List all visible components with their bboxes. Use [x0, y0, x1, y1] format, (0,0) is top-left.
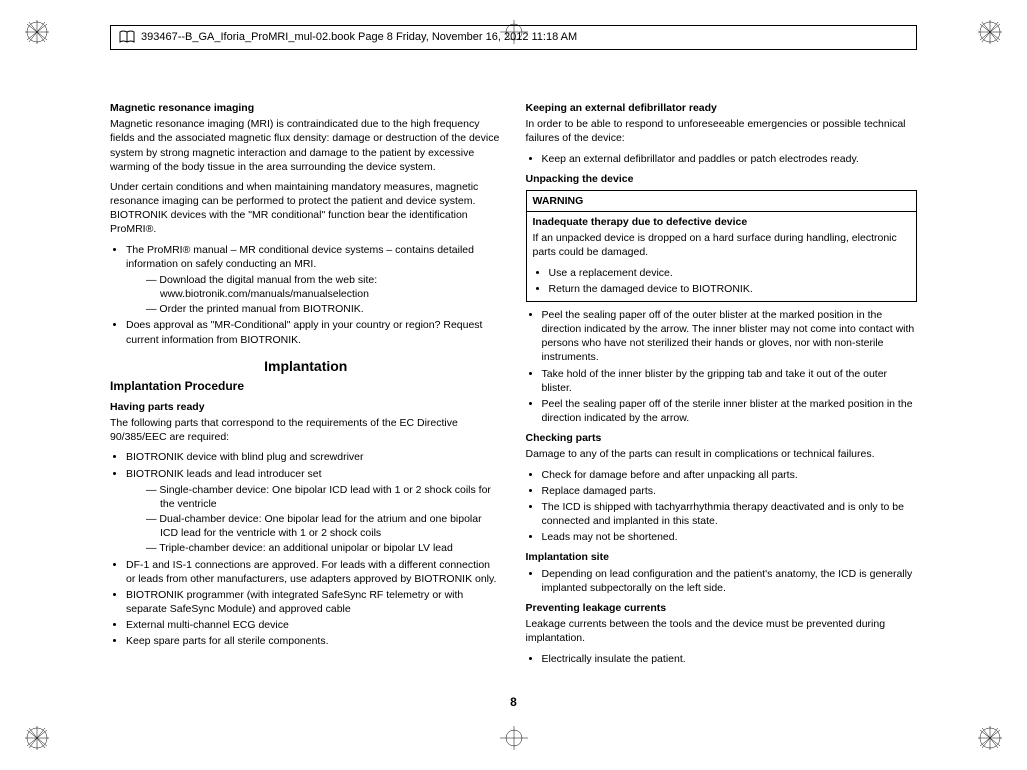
list-item: BIOTRONIK programmer (with integrated Sa…	[126, 588, 502, 616]
heading-site: Implantation site	[526, 550, 918, 564]
list-item: Check for damage before and after unpack…	[542, 468, 918, 482]
list-item: Does approval as "MR-Conditional" apply …	[126, 318, 502, 346]
list-item: Return the damaged device to BIOTRONIK.	[549, 282, 911, 296]
list-item: Take hold of the inner blister by the gr…	[542, 367, 918, 395]
crop-mark-icon	[978, 726, 1002, 750]
heading-implantation-procedure: Implantation Procedure	[110, 378, 502, 394]
list-item: BIOTRONIK device with blind plug and scr…	[126, 450, 502, 464]
list-item: Electrically insulate the patient.	[542, 652, 918, 666]
crop-mark-icon	[25, 20, 49, 44]
heading-unpacking: Unpacking the device	[526, 172, 918, 186]
list-item: External multi-channel ECG device	[126, 618, 502, 632]
list-item: Download the digital manual from the web…	[146, 273, 502, 301]
heading-implantation: Implantation	[110, 357, 502, 376]
body-text: Leakage currents between the tools and t…	[526, 617, 918, 645]
list-item: Keep an external defibrillator and paddl…	[542, 152, 918, 166]
page-header: 393467--B_GA_Iforia_ProMRI_mul-02.book P…	[110, 25, 917, 50]
page-number: 8	[510, 694, 517, 710]
list-item: The ICD is shipped with tachyarrhythmia …	[542, 500, 918, 528]
heading-leakage: Preventing leakage currents	[526, 601, 918, 615]
list-item: Use a replacement device.	[549, 266, 911, 280]
page-content: Magnetic resonance imaging Magnetic reso…	[110, 95, 917, 690]
list-item: Peel the sealing paper off of the steril…	[542, 397, 918, 425]
warning-title: WARNING	[527, 191, 917, 212]
list-item: BIOTRONIK leads and lead introducer set …	[126, 467, 502, 556]
list-item: DF-1 and IS-1 connections are approved. …	[126, 558, 502, 586]
crop-mark-icon	[25, 726, 49, 750]
list-item: Keep spare parts for all sterile compone…	[126, 634, 502, 648]
list-item: Depending on lead configuration and the …	[542, 567, 918, 595]
right-column: Keeping an external defibrillator ready …	[526, 95, 918, 690]
warning-subtitle: Inadequate therapy due to defective devi…	[533, 215, 911, 229]
list-item: Replace damaged parts.	[542, 484, 918, 498]
list-item: Triple-chamber device: an additional uni…	[146, 541, 502, 555]
warning-box: WARNING Inadequate therapy due to defect…	[526, 190, 918, 302]
list-item: Leads may not be shortened.	[542, 530, 918, 544]
list-item: Peel the sealing paper off of the outer …	[542, 308, 918, 365]
heading-defib: Keeping an external defibrillator ready	[526, 101, 918, 115]
body-text: Damage to any of the parts can result in…	[526, 447, 918, 461]
body-text: In order to be able to respond to unfore…	[526, 117, 918, 145]
list-item: Single-chamber device: One bipolar ICD l…	[146, 483, 502, 511]
list-item: Dual-chamber device: One bipolar lead fo…	[146, 512, 502, 540]
body-text: Magnetic resonance imaging (MRI) is cont…	[110, 117, 502, 174]
left-column: Magnetic resonance imaging Magnetic reso…	[110, 95, 502, 690]
header-filename: 393467--B_GA_Iforia_ProMRI_mul-02.book P…	[141, 30, 577, 45]
crop-mark-icon	[494, 726, 534, 750]
body-text: Under certain conditions and when mainta…	[110, 180, 502, 237]
list-item: The ProMRI® manual – MR conditional devi…	[126, 243, 502, 317]
list-item: Order the printed manual from BIOTRONIK.	[146, 302, 502, 316]
crop-mark-icon	[978, 20, 1002, 44]
body-text: The following parts that correspond to t…	[110, 416, 502, 444]
heading-parts: Having parts ready	[110, 400, 502, 414]
body-text: If an unpacked device is dropped on a ha…	[533, 231, 911, 259]
heading-mri: Magnetic resonance imaging	[110, 101, 502, 115]
heading-checking: Checking parts	[526, 431, 918, 445]
book-icon	[119, 30, 135, 44]
